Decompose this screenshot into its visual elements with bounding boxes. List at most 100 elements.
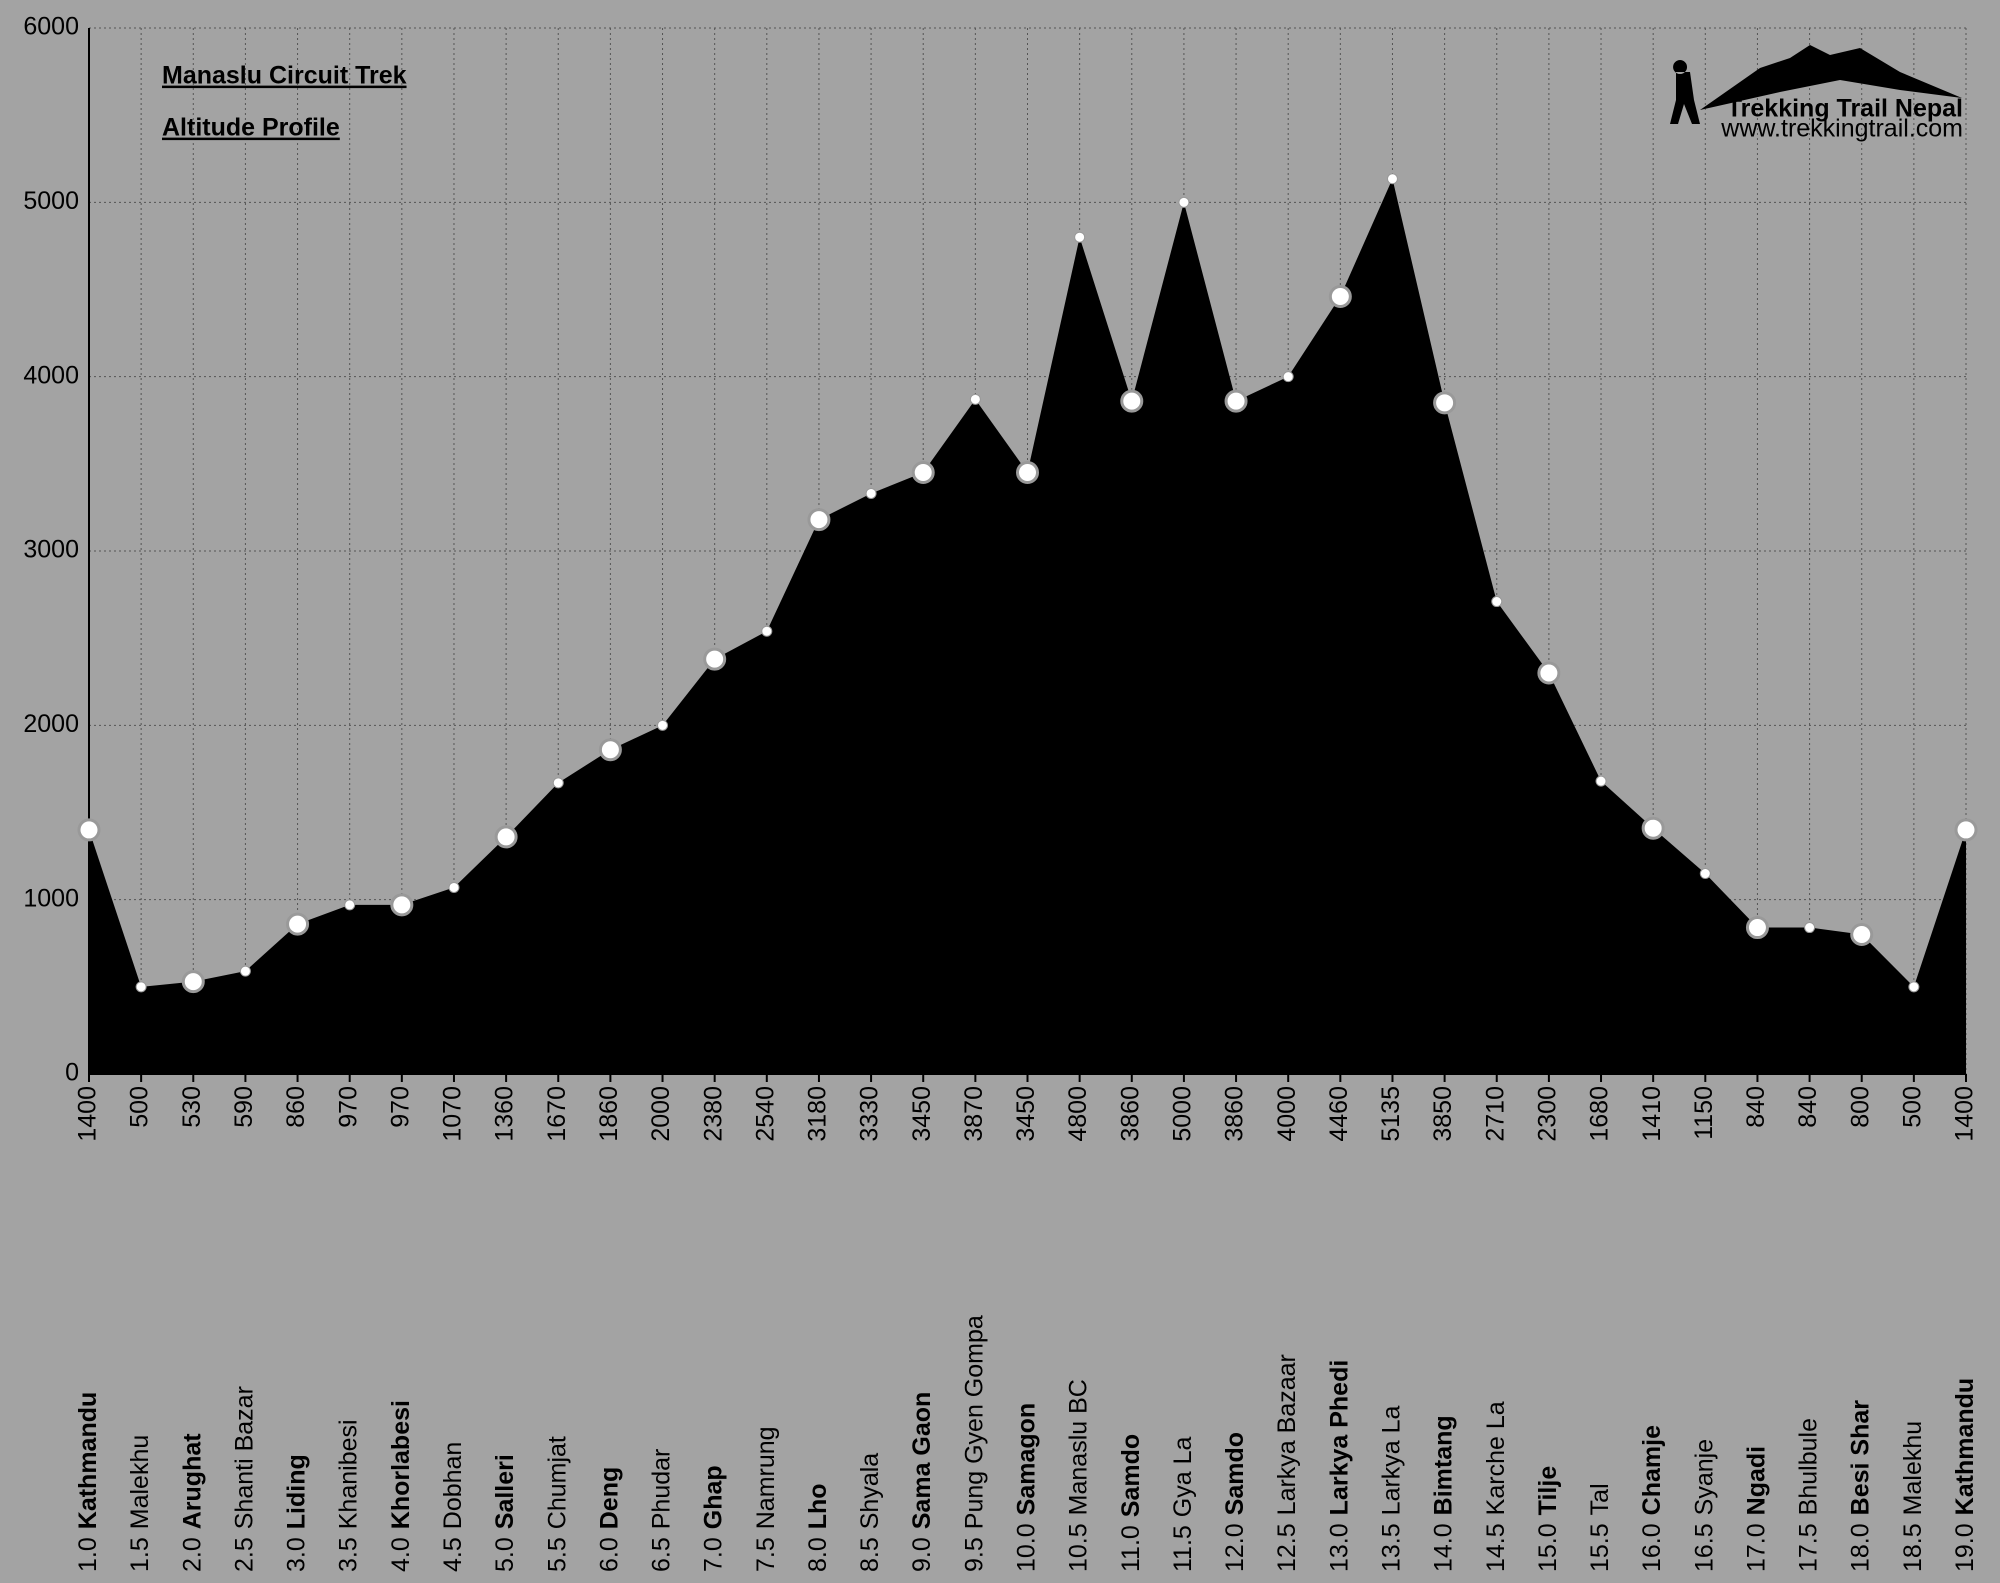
x-category-label: 14.5 Karche La [1481, 1401, 1509, 1572]
place-label: Besi Shar [1846, 1400, 1874, 1516]
stop-marker [1120, 389, 1144, 413]
y-tick-label: 4000 [23, 361, 79, 389]
day-label: 7.0 [699, 1537, 727, 1572]
x-value-label: 3180 [804, 1086, 832, 1142]
place-label: Namrung [751, 1426, 779, 1529]
x-value-label: 800 [1846, 1086, 1874, 1128]
place-label: Tilje [1533, 1466, 1561, 1516]
x-value-label: 2300 [1533, 1086, 1561, 1142]
x-category-label: 18.0 Besi Shar [1846, 1400, 1874, 1572]
place-label: Khanibesi [334, 1419, 362, 1529]
x-category-label: 13.0 Larkya Phedi [1325, 1360, 1353, 1572]
point-marker [1282, 371, 1294, 383]
day-label: 6.5 [647, 1537, 675, 1572]
x-category-label: 11.0 Samdo [1116, 1434, 1144, 1572]
stop-marker [1850, 923, 1874, 947]
place-label: Larkya Phedi [1325, 1360, 1353, 1516]
point-marker [1386, 173, 1398, 185]
place-label: Phudar [647, 1449, 675, 1530]
x-category-label: 8.5 Shyala [856, 1453, 884, 1572]
place-label: Samagon [1012, 1403, 1040, 1516]
logo-mountain [1700, 45, 1962, 110]
x-category-label: 6.0 Deng [595, 1467, 623, 1572]
x-category-label: 3.0 Liding [282, 1454, 310, 1572]
place-label: Samdo [1116, 1434, 1144, 1517]
x-category-label: 10.5 Manaslu BC [1064, 1379, 1092, 1572]
x-value-label: 2540 [751, 1086, 779, 1142]
day-label: 17.5 [1794, 1523, 1822, 1572]
day-label: 4.0 [386, 1537, 414, 1572]
stop-marker [911, 461, 935, 485]
stop-marker [1433, 391, 1457, 415]
x-category-label: 14.0 Bimtang [1429, 1415, 1457, 1572]
stop-marker [1954, 818, 1978, 842]
chart-title: Manaslu Circuit Trek [162, 62, 407, 90]
point-marker [1595, 775, 1607, 787]
x-value-label: 4000 [1273, 1086, 1301, 1142]
y-tick-label: 5000 [23, 187, 79, 215]
x-category-label: 3.5 Khanibesi [334, 1419, 362, 1572]
place-label: Dobhan [439, 1442, 467, 1530]
place-label: Tal [1586, 1483, 1614, 1515]
place-label: Shanti Bazar [230, 1386, 258, 1529]
x-category-label: 17.5 Bhulbule [1794, 1418, 1822, 1572]
day-label: 12.0 [1221, 1523, 1249, 1572]
place-label: Malekhu [126, 1435, 154, 1530]
point-marker [969, 393, 981, 405]
place-label: Bimtang [1429, 1415, 1457, 1515]
day-label: 1.0 [74, 1537, 102, 1572]
point-marker [344, 899, 356, 911]
day-label: 10.5 [1064, 1523, 1092, 1572]
point-marker [1074, 231, 1086, 243]
day-label: 19.0 [1951, 1523, 1979, 1572]
stop-marker [807, 508, 831, 532]
logo-url: www.trekkingtrail.com [1720, 115, 1963, 143]
day-label: 8.0 [804, 1537, 832, 1572]
x-category-label: 7.5 Namrung [751, 1426, 779, 1572]
x-value-label: 3870 [960, 1086, 988, 1142]
x-category-label: 8.0 Lho [804, 1483, 832, 1572]
place-label: Samdo [1221, 1432, 1249, 1515]
x-value-label: 970 [386, 1086, 414, 1128]
day-label: 11.5 [1169, 1525, 1197, 1572]
x-value-label: 1680 [1586, 1086, 1614, 1142]
stop-marker [598, 738, 622, 762]
place-label: Larkya La [1377, 1405, 1405, 1515]
x-category-label: 12.5 Larkya Bazaar [1273, 1354, 1301, 1572]
point-marker [1491, 596, 1503, 608]
day-label: 10.0 [1012, 1523, 1040, 1572]
point-marker [239, 965, 251, 977]
place-label: Deng [595, 1467, 623, 1530]
day-label: 15.0 [1533, 1523, 1561, 1572]
place-label: Sama Gaon [908, 1392, 936, 1530]
x-value-label: 3330 [856, 1086, 884, 1142]
x-value-label: 530 [178, 1086, 206, 1128]
day-label: 14.5 [1481, 1523, 1509, 1572]
x-value-label: 1150 [1690, 1086, 1718, 1140]
x-value-label: 1400 [1951, 1086, 1979, 1142]
day-label: 8.5 [856, 1537, 884, 1572]
stop-marker [1537, 661, 1561, 685]
x-value-label: 840 [1794, 1086, 1822, 1128]
place-label: Karche La [1481, 1401, 1509, 1515]
point-marker [1804, 922, 1816, 934]
place-label: Ghap [699, 1465, 727, 1529]
x-category-label: 12.0 Samdo [1221, 1432, 1249, 1572]
x-category-label: 13.5 Larkya La [1377, 1405, 1405, 1572]
place-label: Malekhu [1898, 1421, 1926, 1516]
stop-marker [1016, 461, 1039, 485]
day-label: 5.0 [491, 1537, 519, 1572]
x-category-label: 4.5 Dobhan [439, 1442, 467, 1572]
x-category-label: 16.0 Chamje [1638, 1425, 1666, 1572]
x-value-label: 2000 [647, 1086, 675, 1142]
x-value-label: 1860 [595, 1086, 623, 1142]
day-label: 13.0 [1325, 1523, 1353, 1572]
place-label: Arughat [178, 1433, 206, 1530]
x-category-label: 11.5 Gya La [1169, 1436, 1197, 1572]
point-marker [865, 487, 877, 499]
stop-marker [1745, 916, 1769, 940]
point-marker [1178, 196, 1190, 208]
x-category-label: 4.0 Khorlabesi [386, 1400, 414, 1572]
x-category-label: 7.0 Ghap [699, 1465, 727, 1572]
